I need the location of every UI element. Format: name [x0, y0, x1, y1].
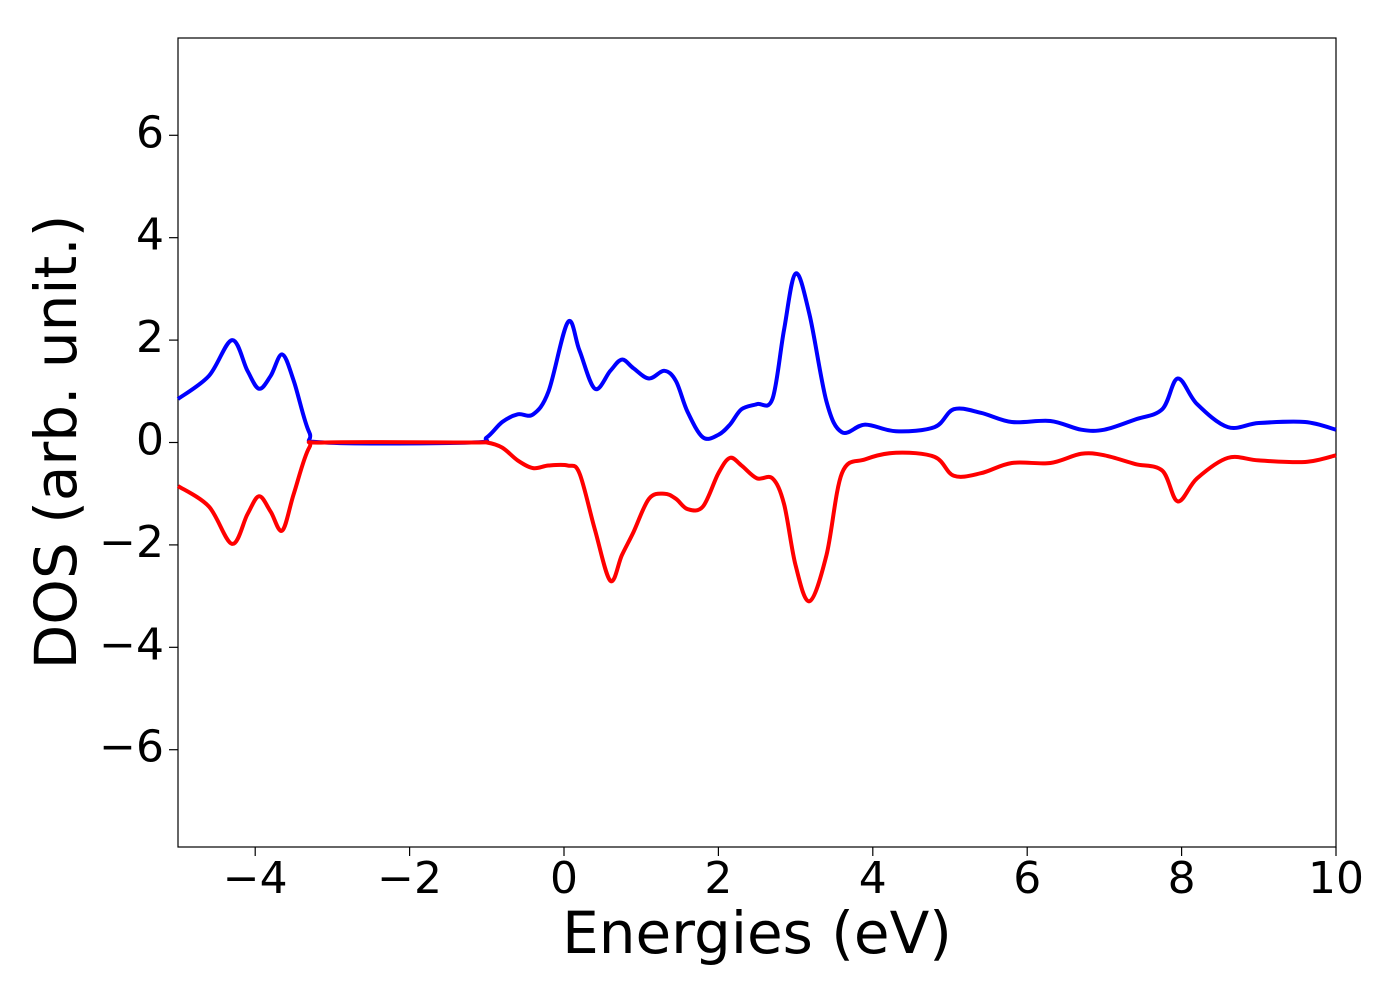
x-tick-label: −4	[223, 853, 288, 904]
y-tick-label: 2	[136, 312, 164, 363]
y-tick-label: −4	[99, 619, 164, 670]
y-tick-label: −6	[99, 722, 164, 773]
x-tick-label: 2	[704, 853, 732, 904]
x-tick-label: 4	[859, 853, 887, 904]
x-tick-label: 0	[550, 853, 578, 904]
dos-line	[176, 440, 1337, 604]
y-tick-label: −2	[99, 517, 164, 568]
x-tick-label: 8	[1168, 853, 1196, 904]
x-tick-label: −2	[377, 853, 442, 904]
y-axis-label: DOS (arb. unit.)	[22, 215, 90, 670]
x-axis-label: Energies (eV)	[562, 899, 952, 967]
y-tick-label: 0	[136, 415, 164, 466]
y-tick-label: 4	[136, 210, 164, 261]
x-tick-label: 6	[1013, 853, 1041, 904]
dos-line	[176, 271, 1337, 446]
y-tick-label: 6	[136, 107, 164, 158]
x-tick-label: 10	[1308, 853, 1364, 904]
